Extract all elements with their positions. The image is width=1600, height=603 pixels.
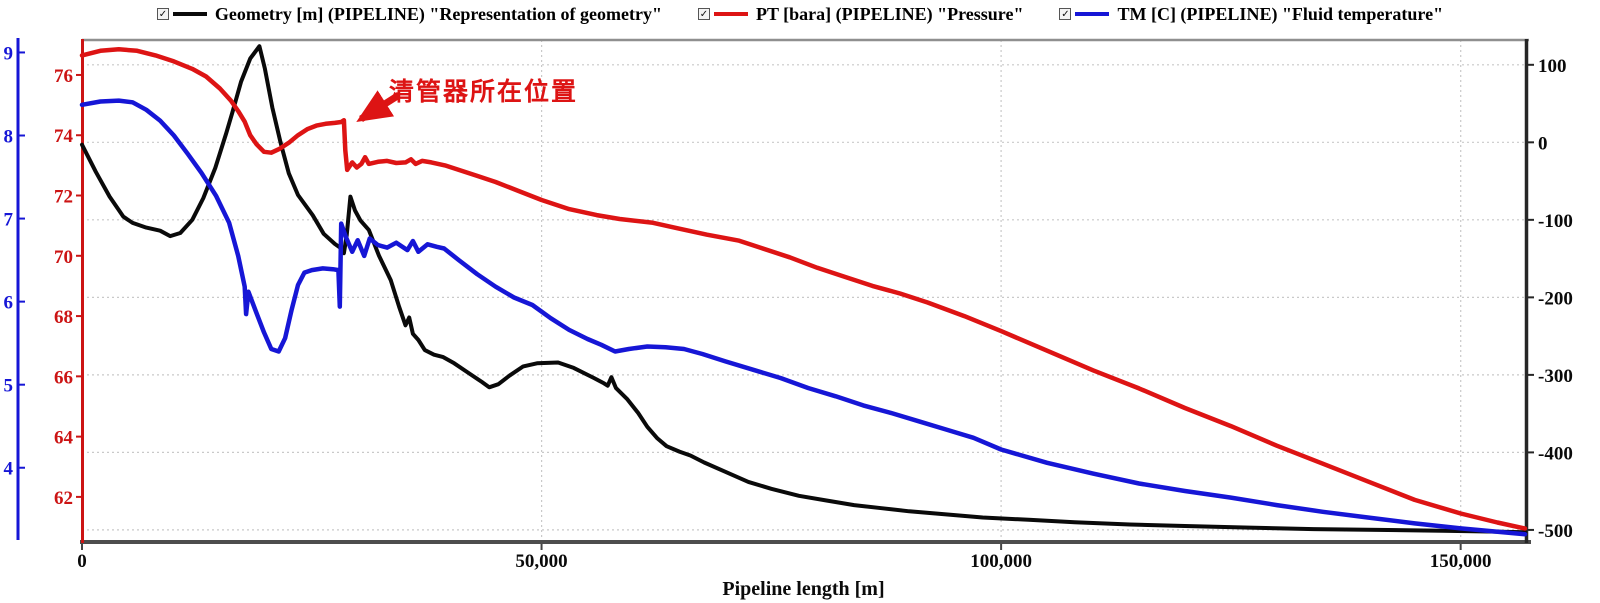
geometry-axis-tick-label: 100 bbox=[1538, 56, 1567, 77]
pig-location-annotation: 清管器所在位置 bbox=[389, 79, 579, 106]
series-tm-curve bbox=[79, 98, 1528, 537]
chart-legend: ✓ Geometry [m] (PIPELINE) "Representatio… bbox=[0, 2, 1600, 26]
geometry-axis-tick-label: -300 bbox=[1538, 366, 1573, 387]
legend-label-pt: PT [bara] (PIPELINE) "Pressure" bbox=[755, 3, 1024, 24]
tm-axis-tick-label: 4 bbox=[4, 459, 14, 480]
pt-axis-tick-label: 74 bbox=[54, 126, 74, 147]
geometry-axis-tick-label: -400 bbox=[1538, 443, 1573, 464]
legend-item-tm[interactable]: ✓ TM [C] (PIPELINE) "Fluid temperature" bbox=[1059, 4, 1443, 25]
x-axis-tick-label: 100,000 bbox=[970, 551, 1032, 572]
legend-checkbox-pt[interactable]: ✓ bbox=[697, 8, 710, 20]
series-geometry-curve bbox=[80, 44, 1527, 535]
x-axis-tick-label: 150,000 bbox=[1430, 551, 1492, 572]
legend-swatch-pt bbox=[713, 12, 748, 16]
tm-axis-tick-label: 7 bbox=[4, 210, 14, 231]
pt-axis-tick-label: 68 bbox=[54, 307, 73, 328]
pt-axis-tick-label: 64 bbox=[54, 428, 74, 449]
x-axis-tick-label: 50,000 bbox=[515, 551, 567, 572]
series-pt-curve bbox=[79, 47, 1528, 531]
x-axis-tick-label: 0 bbox=[77, 551, 87, 572]
pt-axis-tick-label: 62 bbox=[54, 488, 73, 509]
legend-label-tm: TM [C] (PIPELINE) "Fluid temperature" bbox=[1117, 3, 1444, 24]
legend-item-geometry[interactable]: ✓ Geometry [m] (PIPELINE) "Representatio… bbox=[156, 3, 662, 25]
geometry-axis-tick-label: 0 bbox=[1538, 133, 1548, 154]
legend-label-geometry: Geometry [m] (PIPELINE) "Representation … bbox=[214, 3, 662, 24]
x-axis-title: Pipeline length [m] bbox=[722, 578, 884, 600]
pig-location-arrow bbox=[356, 90, 401, 122]
tm-axis-tick-label: 5 bbox=[4, 376, 14, 397]
geometry-axis-tick-label: -100 bbox=[1538, 211, 1573, 232]
pt-axis-tick-label: 72 bbox=[54, 187, 73, 208]
legend-swatch-tm bbox=[1075, 12, 1110, 16]
tm-axis-tick-label: 9 bbox=[4, 43, 14, 64]
pt-axis-tick-label: 76 bbox=[54, 66, 73, 87]
geometry-axis-tick-label: -500 bbox=[1538, 521, 1573, 542]
tm-axis-tick-label: 6 bbox=[4, 293, 14, 314]
geometry-axis-tick-label: -200 bbox=[1538, 288, 1573, 309]
legend-swatch-geometry bbox=[172, 12, 207, 16]
pt-axis-tick-label: 66 bbox=[54, 367, 73, 388]
legend-item-pt[interactable]: ✓ PT [bara] (PIPELINE) "Pressure" bbox=[697, 3, 1024, 25]
legend-checkbox-tm[interactable]: ✓ bbox=[1059, 8, 1072, 20]
pt-axis-tick-label: 70 bbox=[54, 247, 73, 268]
tm-axis-tick-label: 8 bbox=[4, 127, 14, 148]
legend-checkbox-geometry[interactable]: ✓ bbox=[156, 8, 169, 20]
